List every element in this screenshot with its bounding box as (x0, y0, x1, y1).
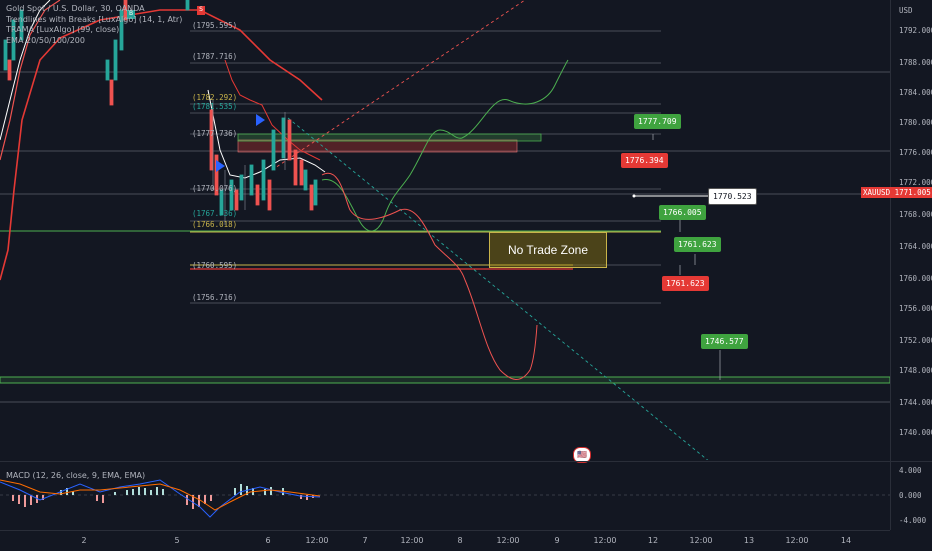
macd-tick: -4.000 (899, 516, 927, 525)
time-tick: 12:00 (785, 536, 809, 545)
macd-line (0, 479, 321, 518)
symbol-label: XAUUSD (863, 188, 891, 197)
level-label-1: (1795.595) (192, 21, 238, 30)
price-tick: 1764.000 (899, 242, 932, 251)
time-tick: 12:00 (400, 536, 424, 545)
ema-200-line (0, 9, 323, 281)
level-label-6: (1770.076) (192, 184, 238, 193)
time-tick: 7 (362, 536, 368, 545)
level-label-3: (1782.292) (192, 93, 238, 102)
legend-indicator-trendlines[interactable]: Trendlines with Breaks [LuxAlgo] (14, 1,… (6, 14, 183, 24)
price-tick: 1784.000 (899, 88, 932, 97)
time-tick: 12:00 (593, 536, 617, 545)
level-label-2: (1787.716) (192, 52, 238, 61)
price-axis-currency: USD (899, 6, 913, 15)
price-badge-7[interactable]: 1746.577 (701, 334, 748, 349)
price-tick: 1776.000 (899, 148, 932, 157)
time-tick: 14 (840, 536, 852, 545)
price-tick: 1756.000 (899, 304, 932, 313)
price-tick: 1780.000 (899, 118, 932, 127)
price-badge-1[interactable]: 1777.709 (634, 114, 681, 129)
ema-red-thin (224, 59, 321, 161)
projected-path-green (321, 59, 569, 232)
time-tick: 8 (457, 536, 463, 545)
price-tick: 1760.000 (899, 274, 932, 283)
pointer-dot (632, 194, 636, 198)
price-badge-2[interactable]: 1776.394 (621, 153, 668, 168)
last-price-label: 1771.005 (894, 188, 931, 197)
horizontal-levels (0, 30, 890, 403)
price-tick: 1748.000 (899, 366, 932, 375)
price-tick: 1788.000 (899, 58, 932, 67)
price-tick: 1752.000 (899, 336, 932, 345)
macd-pane[interactable] (0, 462, 890, 530)
price-tick: 1740.000 (899, 428, 932, 437)
time-axis[interactable]: 2 5 6 12:00 7 12:00 8 12:00 9 12:00 12 1… (0, 530, 890, 551)
time-tick: 12 (647, 536, 659, 545)
us-flag-event-icon[interactable]: 🇺🇸 (573, 447, 591, 463)
support-zone-lower[interactable] (0, 376, 890, 384)
price-badge-5[interactable]: 1761.623 (674, 237, 721, 252)
no-trade-zone[interactable]: No Trade Zone (489, 232, 607, 268)
time-tick: 9 (554, 536, 560, 545)
time-tick: 5 (174, 536, 180, 545)
macd-histogram (12, 484, 314, 509)
level-label-7: (1767.736) (192, 209, 238, 218)
ema-50-line (0, 0, 51, 141)
time-tick: 12:00 (496, 536, 520, 545)
symbol-price-badge: XAUUSD 1771.005 (861, 187, 932, 198)
time-tick: 12:00 (689, 536, 713, 545)
legend-title[interactable]: Gold Spot / U.S. Dollar, 30, OANDA (6, 4, 145, 13)
price-tick: 1744.000 (899, 398, 932, 407)
price-badge-3[interactable]: 1770.523 (708, 188, 757, 205)
time-tick: 12:00 (305, 536, 329, 545)
level-label-5: (1777.736) (192, 129, 238, 138)
support-zone-upper[interactable] (237, 133, 542, 142)
level-label-8: (1766.018) (192, 220, 238, 229)
price-tick: 1792.000 (899, 26, 932, 35)
price-badge-4[interactable]: 1766.005 (659, 205, 706, 220)
level-label-10: (1756.716) (192, 293, 238, 302)
candles (3, 0, 318, 225)
projected-path-red (321, 172, 538, 380)
buy-arrow-1 (256, 114, 265, 126)
sell-marker: S (197, 6, 205, 15)
buy-marker: B (127, 10, 135, 19)
level-label-4: (1781.535) (192, 102, 238, 111)
macd-tick: 0.000 (899, 491, 922, 500)
price-axis[interactable]: USD 1792.000 1788.000 1784.000 1780.000 … (890, 0, 932, 530)
price-tick: 1768.000 (899, 210, 932, 219)
badge-connectors (652, 134, 721, 380)
price-badge-6[interactable]: 1761.623 (662, 276, 709, 291)
time-tick: 13 (743, 536, 755, 545)
resistance-zone[interactable] (237, 139, 518, 153)
trendline-up-dotted (271, 0, 526, 171)
time-tick: 6 (265, 536, 271, 545)
level-label-9: (1760.595) (192, 261, 238, 270)
time-tick: 2 (81, 536, 87, 545)
legend-indicator-ema[interactable]: EMA 20/50/100/200 (6, 35, 85, 45)
price-tick: 1772.000 (899, 178, 932, 187)
macd-signal-line (0, 479, 321, 511)
no-trade-zone-label: No Trade Zone (507, 243, 589, 257)
macd-tick: 4.000 (899, 466, 922, 475)
macd-legend[interactable]: MACD (12, 26, close, 9, EMA, EMA) (6, 471, 146, 480)
buy-arrow-2 (216, 160, 225, 172)
legend-indicator-trama[interactable]: TRAMA [LuxAlgo] (99, close) (6, 25, 120, 34)
chart-legend: Gold Spot / U.S. Dollar, 30, OANDA Trend… (6, 4, 182, 46)
price-chart[interactable] (0, 0, 890, 460)
pane-separator[interactable] (0, 461, 932, 462)
ema-100-line (0, 0, 61, 161)
trendline-down-dotted (287, 117, 709, 460)
